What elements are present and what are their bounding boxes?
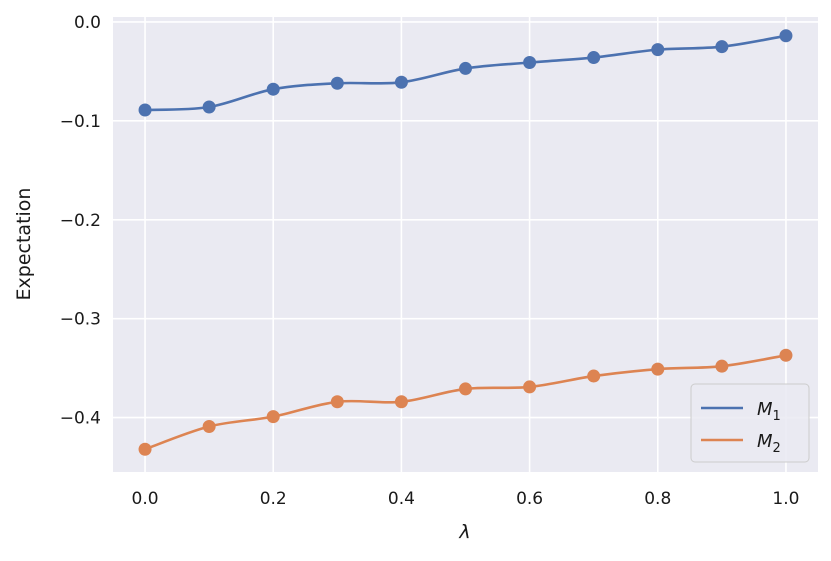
x-tick-label: 1.0 — [772, 489, 799, 509]
series-1 — [138, 29, 793, 117]
y-tick-label: −0.3 — [60, 310, 101, 330]
data-point — [587, 369, 601, 383]
y-tick-label: −0.2 — [60, 211, 101, 231]
data-point — [459, 61, 472, 75]
x-tick-label: 0.2 — [260, 489, 287, 509]
y-axis-label: Expectation — [13, 188, 35, 301]
data-point — [779, 348, 793, 362]
data-point — [330, 395, 344, 409]
x-axis-label: λ — [458, 521, 470, 543]
data-point — [202, 420, 216, 433]
data-point — [523, 56, 537, 69]
series-2 — [138, 348, 793, 456]
y-tick-label: −0.4 — [60, 409, 101, 429]
data-point — [266, 82, 280, 96]
legend-subscript: 1 — [773, 409, 781, 424]
data-point — [651, 43, 665, 57]
x-tick-label: 0.8 — [644, 489, 671, 509]
x-tick-label: 0.0 — [132, 489, 159, 509]
data-point — [266, 410, 280, 424]
data-point — [779, 29, 793, 43]
data-point — [330, 76, 344, 90]
series-layer — [138, 29, 793, 456]
data-point — [715, 40, 729, 54]
data-point — [138, 442, 152, 456]
y-tick-label: 0.0 — [74, 13, 101, 33]
data-point — [138, 103, 152, 117]
data-point — [394, 75, 408, 89]
data-point — [587, 51, 601, 65]
data-point — [715, 359, 729, 373]
data-point — [202, 100, 216, 114]
y-tick-label: −0.1 — [60, 112, 101, 132]
data-point — [459, 382, 472, 396]
y-tick-labels: 0.0 −0.1 −0.2 −0.3 −0.4 — [60, 13, 101, 429]
legend-box — [690, 383, 810, 463]
legend-subscript: 2 — [773, 441, 781, 456]
x-tick-labels: 0.0 0.2 0.4 0.6 0.8 1.0 — [132, 489, 800, 509]
data-point — [394, 395, 408, 409]
data-point — [651, 362, 665, 376]
x-tick-label: 0.4 — [388, 489, 415, 509]
x-tick-label: 0.6 — [516, 489, 543, 509]
data-point — [523, 380, 537, 394]
